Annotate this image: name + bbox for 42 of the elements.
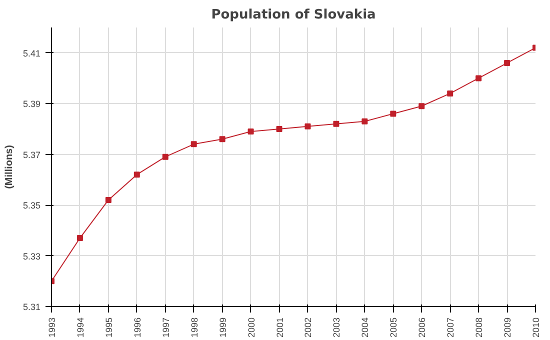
y-axis-title: (Millions) bbox=[4, 145, 15, 189]
x-tick-label: 2007 bbox=[446, 317, 456, 338]
x-tick-label: 2003 bbox=[332, 317, 342, 338]
x-tick-label: 2005 bbox=[388, 317, 399, 338]
x-tick-label: 2008 bbox=[474, 317, 484, 338]
x-tick-label: 2002 bbox=[303, 317, 314, 338]
point bbox=[76, 235, 83, 242]
y-tick-label: 5.33 bbox=[22, 251, 41, 262]
x-tick-label: 1993 bbox=[47, 317, 57, 338]
point bbox=[418, 103, 425, 110]
point bbox=[248, 128, 254, 134]
point bbox=[504, 60, 510, 66]
point bbox=[134, 172, 140, 178]
x-tick-label: 2001 bbox=[274, 317, 285, 338]
x-tick-label: 2006 bbox=[417, 317, 428, 338]
y-tick-label: 5.37 bbox=[22, 150, 41, 160]
y-tick-label: 5.35 bbox=[22, 200, 41, 211]
point bbox=[105, 196, 112, 203]
point bbox=[304, 123, 311, 130]
y-tick-label: 5.39 bbox=[22, 99, 41, 110]
x-tick-label: 1997 bbox=[160, 317, 171, 338]
point bbox=[219, 136, 226, 142]
x-tick-label: 2000 bbox=[246, 317, 256, 338]
x-tick-label: 1999 bbox=[218, 317, 228, 338]
point bbox=[476, 75, 482, 82]
point bbox=[162, 154, 168, 160]
point bbox=[190, 141, 197, 148]
y-tick-label: 5.31 bbox=[22, 302, 41, 312]
point bbox=[362, 118, 368, 124]
x-tick-label: 1995 bbox=[104, 317, 114, 338]
point bbox=[447, 90, 454, 96]
point bbox=[390, 110, 396, 117]
x-tick-label: 1994 bbox=[75, 317, 86, 338]
x-tick-label: 2009 bbox=[502, 317, 513, 338]
y-tick-label: 5.41 bbox=[22, 48, 41, 58]
point bbox=[276, 126, 282, 132]
chart-title: Population of Slovakia bbox=[211, 8, 376, 22]
point bbox=[333, 120, 340, 127]
x-tick-label: 2004 bbox=[360, 317, 370, 338]
x-tick-label: 1996 bbox=[132, 317, 142, 338]
x-tick-label: 1998 bbox=[189, 317, 200, 338]
x-tick-label: 2010 bbox=[531, 317, 541, 338]
